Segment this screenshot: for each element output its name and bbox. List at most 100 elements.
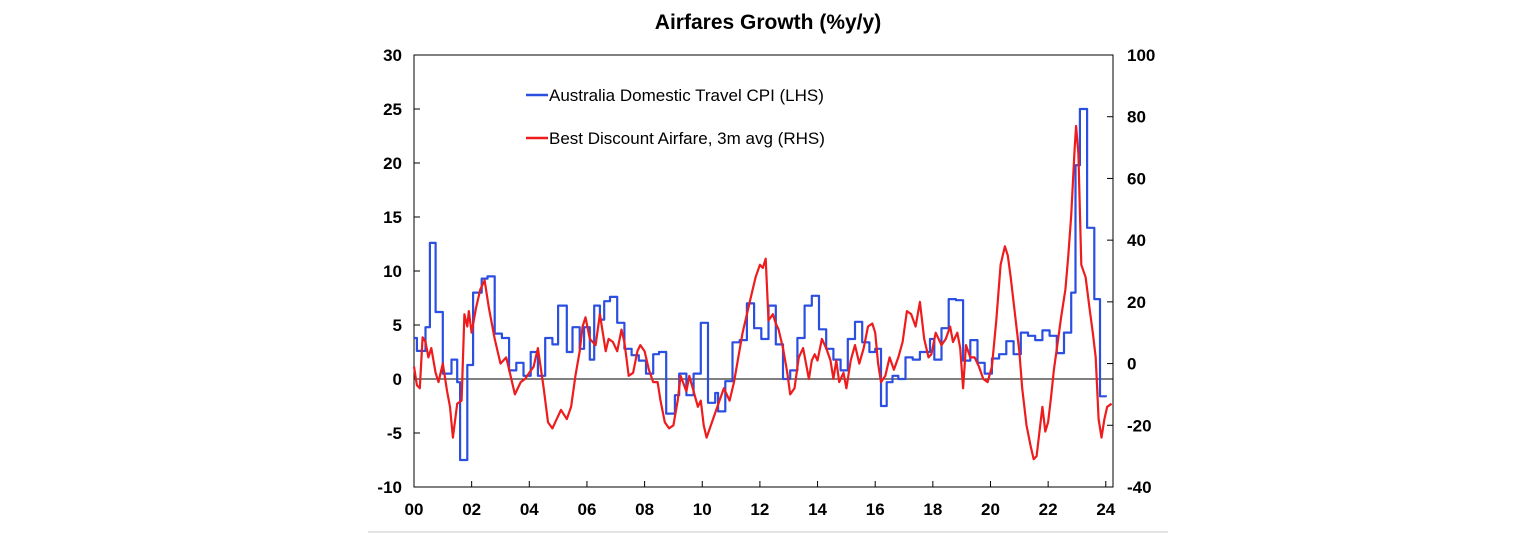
chart-title: Airfares Growth (%y/y) xyxy=(655,11,881,34)
cpi-point xyxy=(481,278,483,280)
cpi-point xyxy=(833,359,835,361)
cpi-point xyxy=(658,351,660,353)
airfare-point xyxy=(514,394,516,396)
airfare-point xyxy=(428,357,430,359)
cpi-point xyxy=(934,359,936,361)
airfare-point xyxy=(1004,246,1006,248)
airfare-point xyxy=(652,381,654,383)
cpi-point xyxy=(1006,340,1008,342)
cpi-point xyxy=(652,353,654,355)
airfare-point xyxy=(438,381,440,383)
airfare-point xyxy=(552,428,554,430)
airfare-point xyxy=(1089,310,1091,312)
airfare-point xyxy=(787,372,789,374)
cpi-point xyxy=(523,375,525,377)
cpi-point xyxy=(818,329,820,331)
airfare-point xyxy=(452,437,454,439)
series-layer xyxy=(412,107,1113,462)
airfare-point xyxy=(1026,425,1028,427)
airfare-point xyxy=(825,347,827,349)
airfare-point xyxy=(677,400,679,402)
left-tick-label: 30 xyxy=(383,46,402,65)
airfare-point xyxy=(1074,147,1076,149)
cpi-point xyxy=(717,411,719,413)
airfare-point xyxy=(805,363,807,365)
airfare-point xyxy=(915,326,917,328)
airfare-point xyxy=(700,400,702,402)
airfare-point xyxy=(974,357,976,359)
left-tick-label: -10 xyxy=(377,478,402,497)
series-airfare xyxy=(412,124,1113,461)
airfare-point xyxy=(595,344,597,346)
x-tick-label: 08 xyxy=(635,500,654,519)
airfare-point xyxy=(1019,350,1021,352)
airfare-point xyxy=(863,347,865,349)
airfare-point xyxy=(919,301,921,303)
airfare-point xyxy=(910,313,912,315)
airfare-point xyxy=(928,357,930,359)
cpi-point xyxy=(1020,332,1022,334)
right-tick-label: 100 xyxy=(1127,46,1155,65)
left-tick-label: 25 xyxy=(383,100,402,119)
airfare-point xyxy=(582,326,584,328)
cpi-point xyxy=(905,357,907,359)
right-tick-label: 20 xyxy=(1127,293,1146,312)
cpi-point xyxy=(416,350,418,352)
airfare-point xyxy=(1060,317,1062,319)
airfare-point xyxy=(1053,369,1055,371)
airfare-point xyxy=(746,313,748,315)
airfare-point xyxy=(632,372,634,374)
airfare-point xyxy=(657,381,659,383)
x-tick-label: 10 xyxy=(693,500,712,519)
legend: Australia Domestic Travel CPI (LHS) Best… xyxy=(526,86,825,148)
airfare-point xyxy=(778,329,780,331)
airfare-point xyxy=(821,338,823,340)
airfare-point xyxy=(640,344,642,346)
airfare-point xyxy=(1039,431,1041,433)
airfare-point xyxy=(644,350,646,352)
cpi-point xyxy=(638,360,640,362)
airfare-point xyxy=(880,381,882,383)
cpi-point xyxy=(1086,227,1088,229)
airfare-point xyxy=(510,375,512,377)
airfare-point xyxy=(467,326,469,328)
airfare-point xyxy=(814,354,816,356)
cpi-point xyxy=(880,405,882,407)
airfare-point xyxy=(1068,255,1070,257)
airfare-point xyxy=(889,357,891,359)
airfare-point xyxy=(1092,332,1094,334)
airfare-point xyxy=(425,341,427,343)
legend-label-cpi: Australia Domestic Travel CPI (LHS) xyxy=(549,86,824,105)
airfare-point xyxy=(637,350,639,352)
airfare-point xyxy=(923,338,925,340)
cpi-point xyxy=(1079,108,1081,110)
left-tick-label: 0 xyxy=(393,370,402,389)
left-tick-label: 20 xyxy=(383,154,402,173)
cpi-point xyxy=(1063,332,1065,334)
cpi-point xyxy=(797,337,799,339)
airfare-point xyxy=(959,347,961,349)
cpi-point xyxy=(1049,335,1051,337)
airfare-point xyxy=(547,421,549,423)
airfare-point xyxy=(719,400,721,402)
airfare-point xyxy=(846,388,848,390)
airfare-point xyxy=(830,360,832,362)
right-tick-label: -20 xyxy=(1127,416,1152,435)
airfare-point xyxy=(859,363,861,365)
cpi-point xyxy=(886,381,888,383)
airfare-point xyxy=(1098,418,1100,420)
airfare-point xyxy=(1101,437,1103,439)
airfare-point xyxy=(660,400,662,402)
airfare-point xyxy=(874,332,876,334)
airfare-point xyxy=(935,332,937,334)
cpi-point xyxy=(413,337,415,339)
airfare-point xyxy=(738,357,740,359)
airfare-point xyxy=(1078,153,1080,155)
airfare-point xyxy=(484,280,486,282)
airfare-point xyxy=(885,375,887,377)
cpi-point xyxy=(782,378,784,380)
airfare-point xyxy=(416,384,418,386)
airfare-point xyxy=(706,437,708,439)
airfare-point xyxy=(464,313,466,315)
